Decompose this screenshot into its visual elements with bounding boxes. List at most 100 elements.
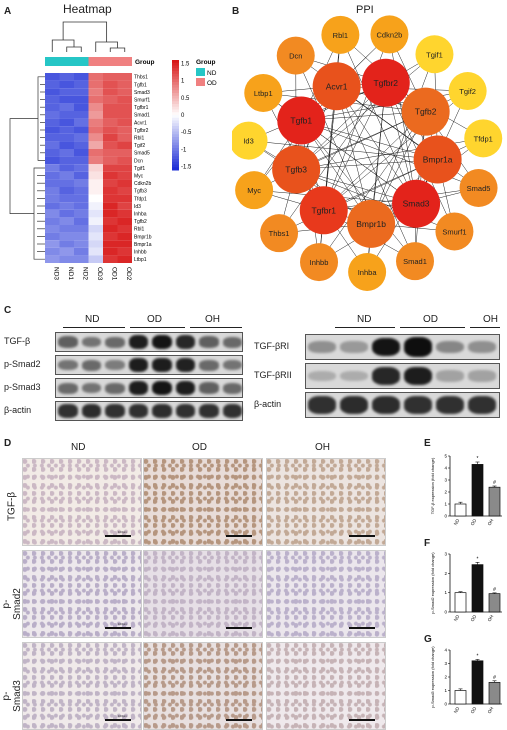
heatmap-cell xyxy=(89,187,104,195)
group-bar-cell xyxy=(118,57,133,66)
bar-ytick: 4 xyxy=(444,466,447,471)
scale-bar-label: 100μm xyxy=(118,714,127,718)
blot-band xyxy=(308,396,336,413)
svg-text:Tgif1: Tgif1 xyxy=(426,50,443,59)
blot-group-nd: ND xyxy=(85,314,99,325)
gene-label: Thbs1 xyxy=(134,75,148,81)
heatmap-cell xyxy=(45,187,60,195)
heatmap-cell xyxy=(45,217,60,225)
heatmap-cell xyxy=(89,225,104,233)
legend-swatch xyxy=(196,68,205,76)
sample-label: OD1 xyxy=(110,267,117,281)
bar-ylabel: p-Smad2 expression (fold change) xyxy=(430,552,435,614)
heatmap-cell xyxy=(103,240,118,248)
heatmap-cell xyxy=(89,195,104,203)
color-scale-tick: 1 xyxy=(181,79,185,85)
heatmap-cell xyxy=(74,134,89,142)
column-dendrogram xyxy=(52,22,125,52)
bar-ytick: 3 xyxy=(444,661,447,666)
gene-label: Smurf1 xyxy=(134,98,150,104)
heatmap-cell xyxy=(103,141,118,149)
row-dendrogram xyxy=(10,77,45,259)
histology-image xyxy=(143,458,263,546)
gene-label: Acvr1 xyxy=(134,120,147,126)
blot-band xyxy=(58,336,78,347)
heatmap-cell xyxy=(74,195,89,203)
heatmap-cell xyxy=(60,187,75,195)
heatmap-cell xyxy=(89,164,104,172)
blot-band xyxy=(340,396,368,414)
bar-ytick: 3 xyxy=(444,478,447,483)
blot-group-nd: ND xyxy=(357,314,371,325)
scale-bar xyxy=(349,627,375,629)
blot-band xyxy=(129,358,149,372)
heatmap-cell xyxy=(118,134,133,142)
svg-text:Smurf1: Smurf1 xyxy=(442,227,466,236)
gene-label: Tgfbr1 xyxy=(134,105,149,111)
heatmap-cell xyxy=(89,73,104,81)
heatmap-cell xyxy=(74,96,89,104)
heatmap-cell xyxy=(60,225,75,233)
bar-ytick: 3 xyxy=(444,552,447,557)
svg-text:Tgfbr2: Tgfbr2 xyxy=(373,78,398,88)
blot-band xyxy=(199,336,219,347)
heatmap-cell xyxy=(89,126,104,134)
svg-text:Id3: Id3 xyxy=(243,137,253,146)
heatmap-cell xyxy=(103,202,118,210)
ppi-node-tgfbr2: Tgfbr2 xyxy=(362,59,410,107)
blot-band xyxy=(152,335,172,350)
heatmap-cell xyxy=(103,149,118,157)
sample-label: OD2 xyxy=(125,267,132,281)
svg-text:Bmpr1b: Bmpr1b xyxy=(356,219,386,229)
histology-image xyxy=(143,550,263,638)
blot-band xyxy=(223,404,243,417)
bar-xtick: OD xyxy=(470,517,478,526)
bar-xtick: ND xyxy=(453,517,461,526)
heatmap-cell xyxy=(118,172,133,180)
heatmap-cell xyxy=(118,96,133,104)
heatmap-cell xyxy=(103,233,118,241)
blot-group-underline xyxy=(470,327,500,328)
gene-label: Inhba xyxy=(134,212,147,218)
bar-xtick: ND xyxy=(453,705,461,714)
blot-band xyxy=(129,404,149,417)
heatmap-cell xyxy=(60,119,75,127)
color-scale-tick: -1.5 xyxy=(181,165,192,171)
heatmap-cell xyxy=(118,149,133,157)
heatmap-cell xyxy=(89,179,104,187)
heatmap-cell xyxy=(103,255,118,263)
group-bar-cell xyxy=(74,57,89,66)
svg-text:Ltbp1: Ltbp1 xyxy=(254,89,273,98)
blot-band xyxy=(58,383,78,394)
heatmap-cell xyxy=(60,240,75,248)
heatmap-cell xyxy=(74,248,89,256)
heatmap-cell xyxy=(103,81,118,89)
gene-label: Smad3 xyxy=(134,90,150,96)
bar-xtick: OH xyxy=(487,706,495,714)
blot-band xyxy=(436,341,464,354)
heatmap-cell xyxy=(74,81,89,89)
blot-band xyxy=(105,383,125,394)
scale-bar xyxy=(349,719,375,721)
gene-label: Cdkn2b xyxy=(134,181,151,187)
gene-label: Dcn xyxy=(134,158,143,164)
bar-annotation: # xyxy=(493,587,496,593)
heatmap-cell xyxy=(89,103,104,111)
bar-annotation: # xyxy=(493,480,496,486)
gene-label: Tgfb3 xyxy=(134,189,147,195)
heatmap-cell xyxy=(45,233,60,241)
heatmap-cell xyxy=(74,149,89,157)
ppi-node-tgfb3: Tgfb3 xyxy=(272,145,320,193)
bar-annotation: # xyxy=(493,675,496,681)
heatmap-cell xyxy=(74,240,89,248)
heatmap-cell xyxy=(89,248,104,256)
blot-band xyxy=(105,404,125,417)
gene-label: Tgfbr2 xyxy=(134,128,149,134)
blot-row-label: TGF-βRI xyxy=(254,341,289,351)
scale-bar xyxy=(105,719,131,721)
histology-column-oh: OH xyxy=(315,442,330,453)
blot-band xyxy=(105,337,125,348)
heatmap-cell xyxy=(103,248,118,256)
ppi-node-smad5: Smad5 xyxy=(460,169,498,207)
